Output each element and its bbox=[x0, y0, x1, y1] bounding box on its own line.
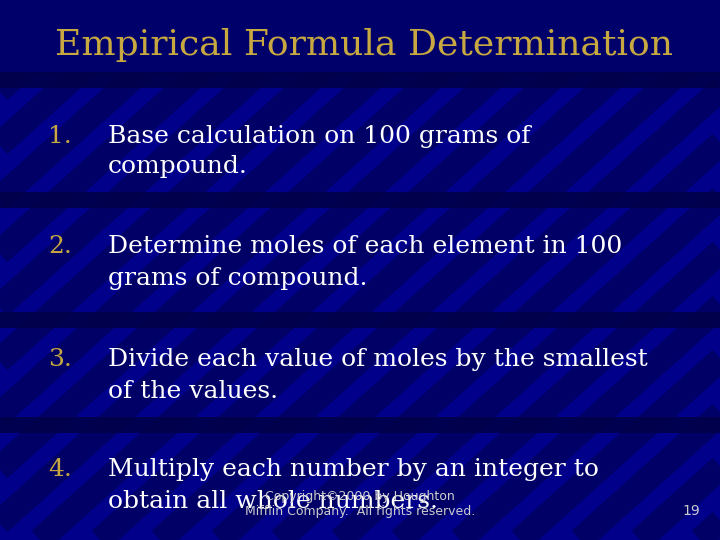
Text: Determine moles of each element in 100: Determine moles of each element in 100 bbox=[108, 235, 622, 258]
Text: Multiply each number by an integer to: Multiply each number by an integer to bbox=[108, 458, 599, 481]
Bar bbox=[0, 72, 720, 88]
Text: grams of compound.: grams of compound. bbox=[108, 267, 367, 290]
Text: Copyright©2000 by Houghton
Mifflin Company.  All rights reserved.: Copyright©2000 by Houghton Mifflin Compa… bbox=[245, 490, 475, 518]
Text: compound.: compound. bbox=[108, 155, 248, 178]
Text: 4.: 4. bbox=[48, 458, 72, 481]
Bar bbox=[0, 417, 720, 433]
Bar bbox=[0, 192, 720, 208]
Text: obtain all whole numbers.: obtain all whole numbers. bbox=[108, 490, 438, 513]
Bar bbox=[0, 312, 720, 328]
Text: Empirical Formula Determination: Empirical Formula Determination bbox=[55, 28, 673, 62]
Text: 19: 19 bbox=[683, 504, 700, 518]
Bar bbox=[0, 0, 720, 75]
Text: 1.: 1. bbox=[48, 125, 72, 148]
Text: Base calculation on 100 grams of: Base calculation on 100 grams of bbox=[108, 125, 531, 148]
Text: of the values.: of the values. bbox=[108, 380, 278, 403]
Text: Divide each value of moles by the smallest: Divide each value of moles by the smalle… bbox=[108, 348, 648, 371]
Text: 2.: 2. bbox=[48, 235, 72, 258]
Text: 3.: 3. bbox=[48, 348, 72, 371]
